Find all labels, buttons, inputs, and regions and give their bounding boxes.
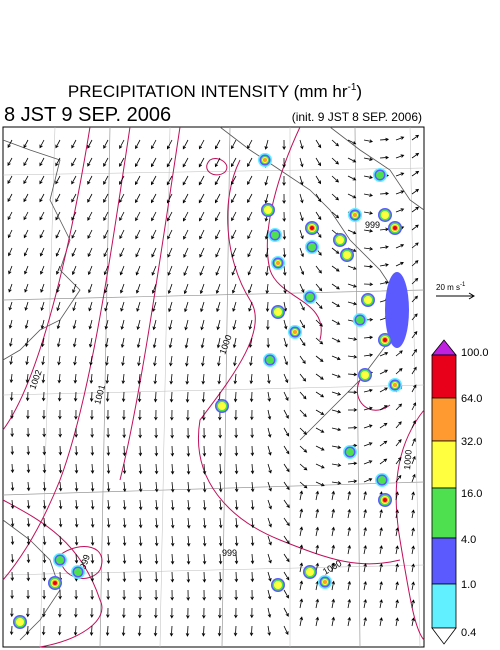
precip-cell	[56, 556, 64, 564]
precip-cell	[383, 338, 387, 342]
wind-arrow-field	[7, 134, 420, 637]
colorbar-label: 0.4	[461, 627, 476, 639]
precip-cell	[323, 580, 327, 584]
precip-cell	[393, 383, 397, 387]
contour-label: 1000	[402, 449, 414, 470]
colorbar-segment	[431, 487, 457, 539]
contour-label: 999	[222, 548, 237, 558]
precip-cell	[218, 402, 226, 410]
colorbar-segment	[431, 397, 457, 442]
precip-cell	[74, 568, 82, 576]
wind-scale: 20 m s-1	[436, 282, 475, 300]
precip-cell	[378, 476, 386, 484]
wind-scale-arrow	[436, 292, 475, 300]
precipitation	[13, 153, 409, 629]
isobars	[2, 126, 425, 648]
wind-scale-label: 20 m s-1	[436, 282, 466, 292]
precip-cell	[274, 581, 282, 589]
precip-cell	[308, 243, 316, 251]
precip-cell	[310, 226, 314, 230]
colorbar-segment	[431, 583, 457, 629]
map-frame	[2, 126, 425, 648]
precip-cell	[346, 448, 354, 456]
precip-cell	[264, 206, 272, 214]
precip-cell	[385, 272, 409, 348]
precip-cell	[364, 296, 372, 304]
precip-cell	[376, 171, 384, 179]
precip-cell	[274, 308, 282, 316]
colorbar-label: 4.0	[461, 534, 476, 546]
map-area: 999 1000 1001 1002 999 1000 999 1000	[2, 126, 425, 648]
precip-cell	[393, 226, 397, 230]
precip-cell	[276, 261, 280, 265]
precip-cell	[53, 581, 57, 585]
precip-cell	[356, 316, 364, 324]
precip-cell	[263, 158, 267, 162]
colorbar-label: 64.0	[461, 393, 482, 405]
precip-cell	[343, 251, 351, 259]
colorbar	[431, 339, 457, 645]
valid-time: 8 JST 9 SEP. 2006	[4, 104, 171, 126]
colorbar-segment	[431, 537, 457, 585]
precip-cell	[306, 568, 314, 576]
colorbar-segment	[431, 354, 457, 399]
precip-cell	[306, 293, 314, 301]
colorbar-label: 32.0	[461, 436, 482, 448]
colorbar-labels: 100.0 64.0 32.0 16.0 4.0 1.0 0.4	[461, 347, 489, 639]
colorbar-top	[431, 339, 457, 356]
precip-cell	[383, 498, 387, 502]
contour-label: 999	[365, 220, 380, 230]
precip-cell	[293, 330, 297, 334]
precip-cell	[266, 356, 274, 364]
colorbar-segment	[431, 440, 457, 489]
precip-cell	[271, 231, 279, 239]
colorbar-bottom	[431, 627, 457, 645]
colorbar-label: 1.0	[461, 579, 476, 591]
coastline	[2, 126, 425, 641]
precip-cell	[353, 213, 357, 217]
precip-cell	[336, 236, 344, 244]
init-time: (init. 9 JST 8 SEP. 2006)	[292, 110, 422, 124]
colorbar-label: 16.0	[461, 488, 482, 500]
title: PRECIPITATION INTENSITY (mm hr-1)	[68, 82, 362, 101]
colorbar-label: 100.0	[461, 347, 489, 359]
precip-cell	[361, 371, 369, 379]
precip-cell	[16, 618, 24, 626]
wind-vectors	[7, 134, 420, 637]
precip-cell	[381, 211, 389, 219]
